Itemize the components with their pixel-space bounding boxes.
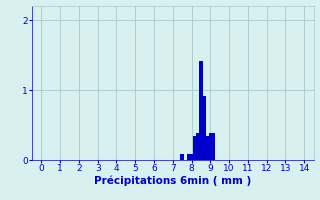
Bar bbox=[190, 154, 193, 160]
X-axis label: Précipitations 6min ( mm ): Précipitations 6min ( mm ) bbox=[94, 176, 252, 186]
Bar bbox=[203, 96, 206, 160]
Bar bbox=[205, 136, 209, 160]
Bar bbox=[180, 154, 184, 160]
Bar bbox=[209, 133, 212, 160]
Bar bbox=[199, 61, 203, 160]
Bar bbox=[193, 136, 196, 160]
Bar bbox=[187, 154, 190, 160]
Bar bbox=[212, 133, 215, 160]
Bar bbox=[196, 133, 199, 160]
